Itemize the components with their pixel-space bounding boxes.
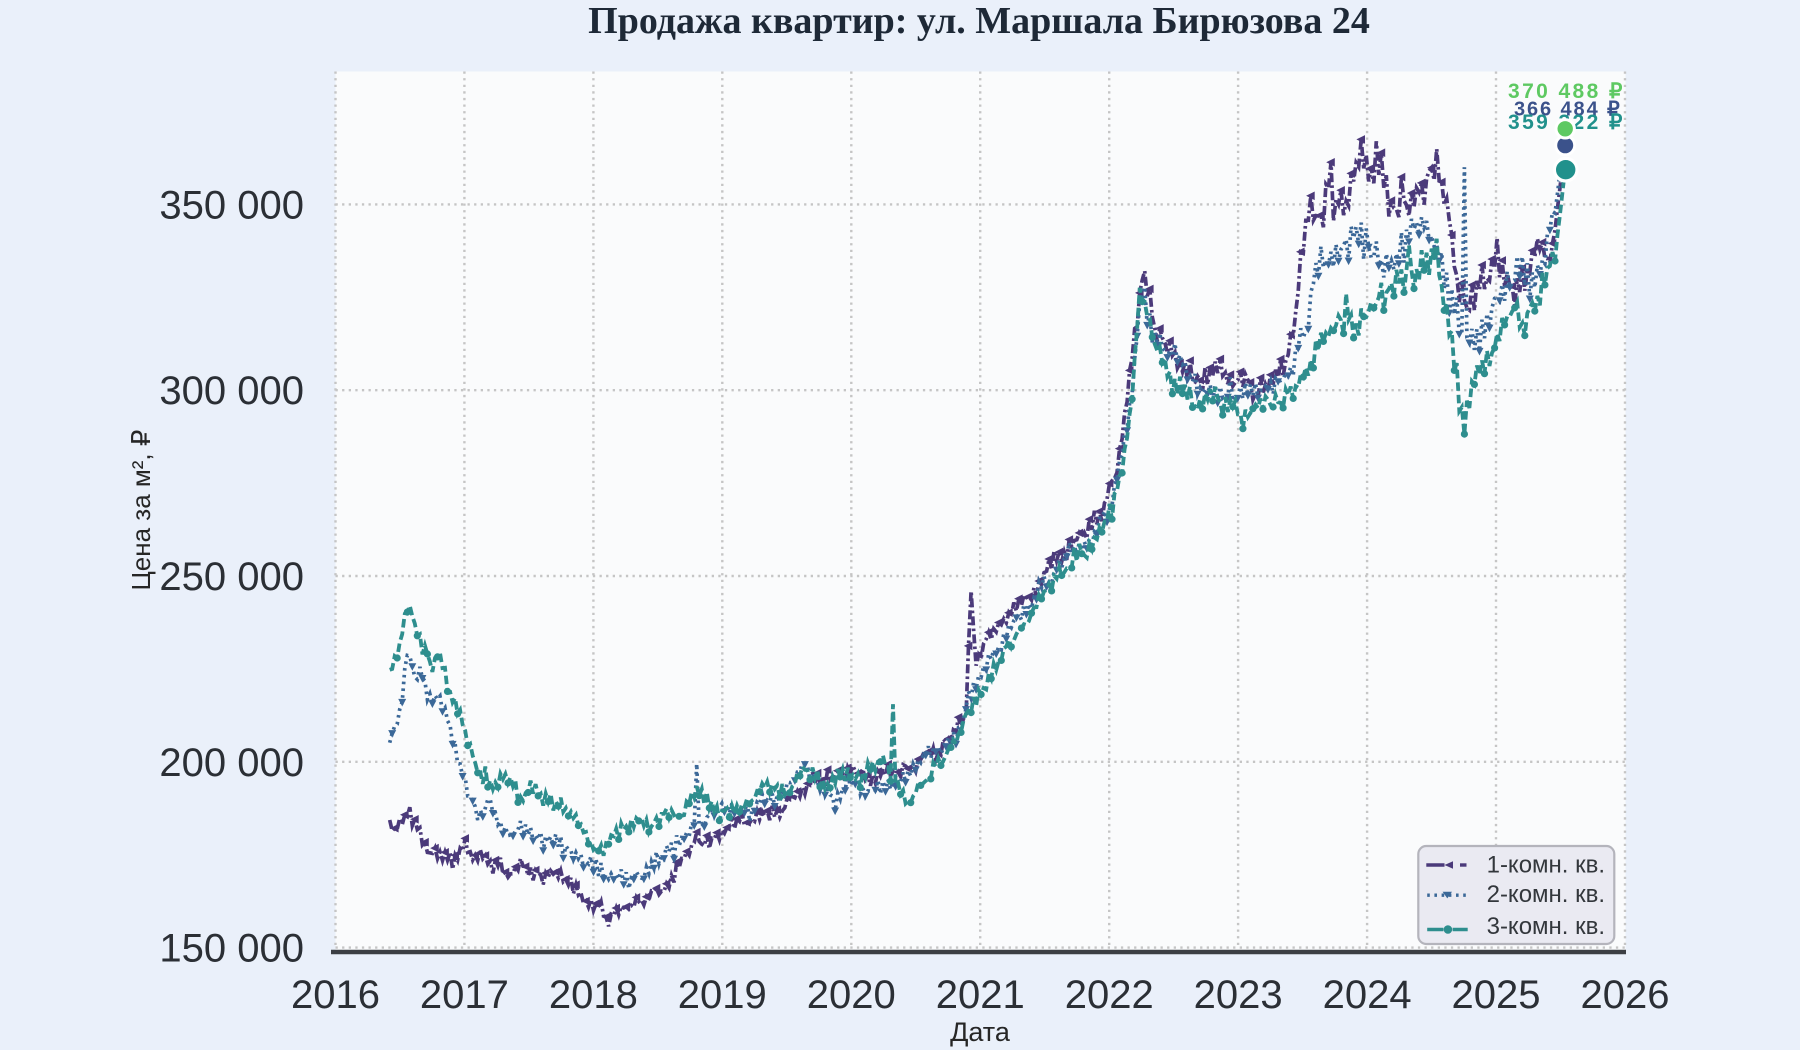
- svg-text:Цена за м², ₽: Цена за м², ₽: [126, 430, 156, 591]
- svg-text:Продажа квартир: ул. Маршала Б: Продажа квартир: ул. Маршала Бирюзова 24: [588, 0, 1370, 42]
- svg-text:2022: 2022: [1065, 973, 1154, 1017]
- svg-text:2021: 2021: [936, 973, 1025, 1017]
- svg-text:350 000: 350 000: [159, 183, 304, 227]
- svg-text:200 000: 200 000: [159, 741, 304, 785]
- svg-text:2018: 2018: [549, 973, 638, 1017]
- svg-text:3-комн. кв.: 3-комн. кв.: [1487, 913, 1605, 940]
- svg-text:2023: 2023: [1194, 973, 1283, 1017]
- svg-text:2016: 2016: [291, 973, 380, 1017]
- svg-text:2-комн. кв.: 2-комн. кв.: [1487, 881, 1605, 908]
- svg-text:2017: 2017: [420, 973, 509, 1017]
- svg-text:366 484 ₽: 366 484 ₽: [1514, 99, 1622, 121]
- svg-text:2024: 2024: [1323, 973, 1412, 1017]
- svg-text:150 000: 150 000: [159, 927, 304, 971]
- svg-text:2019: 2019: [678, 973, 767, 1017]
- svg-text:Дата: Дата: [950, 1017, 1011, 1047]
- svg-text:250 000: 250 000: [159, 555, 304, 599]
- svg-text:300 000: 300 000: [159, 369, 304, 413]
- svg-text:2020: 2020: [807, 973, 896, 1017]
- svg-text:2026: 2026: [1581, 973, 1670, 1017]
- svg-text:370 488 ₽: 370 488 ₽: [1508, 80, 1625, 103]
- svg-text:2025: 2025: [1452, 973, 1541, 1017]
- svg-text:1-комн. кв.: 1-комн. кв.: [1487, 851, 1605, 878]
